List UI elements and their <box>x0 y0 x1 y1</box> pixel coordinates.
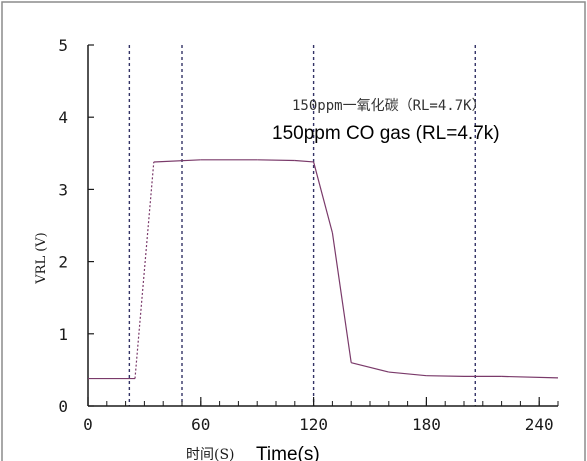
x-tick-label: 180 <box>412 415 441 434</box>
chart-title-chinese: 150ppm一氧化碳（RL=4.7K） <box>292 98 486 114</box>
y-tick-label: 2 <box>58 253 68 272</box>
axis-ticks <box>87 44 559 407</box>
series-segment <box>388 371 427 377</box>
y-tick-label: 3 <box>58 180 68 199</box>
series-segment <box>313 161 333 233</box>
series-segment <box>351 362 389 373</box>
vertical-marker-lines <box>128 45 476 406</box>
x-tick-label: 120 <box>299 415 328 434</box>
axis-tick-labels: 0 1 2 3 4 5 0 60 120 180 240 <box>58 36 553 434</box>
x-tick-label: 0 <box>83 415 93 434</box>
x-axis-label-english: Time(s) <box>256 444 320 461</box>
y-tick-label: 5 <box>58 36 68 55</box>
y-axis-label: VRL (V) <box>34 232 49 284</box>
x-tick-label: 240 <box>525 415 554 434</box>
series-segment <box>501 375 559 379</box>
x-tick-label: 60 <box>191 415 210 434</box>
series-segment <box>257 159 295 162</box>
series-segment <box>331 232 352 363</box>
series-segment <box>426 375 465 377</box>
series-segment <box>294 159 314 163</box>
y-tick-label: 0 <box>58 397 68 416</box>
y-tick-label: 1 <box>58 325 68 344</box>
chart-title-english: 150ppm CO gas (RL=4.7k) <box>272 123 500 144</box>
series-lines <box>88 159 559 380</box>
axes <box>87 45 558 407</box>
x-axis-label-chinese: 时间(S) <box>186 447 235 461</box>
series-segment <box>134 161 155 379</box>
y-tick-label: 4 <box>58 108 68 127</box>
series-segment <box>153 159 201 163</box>
